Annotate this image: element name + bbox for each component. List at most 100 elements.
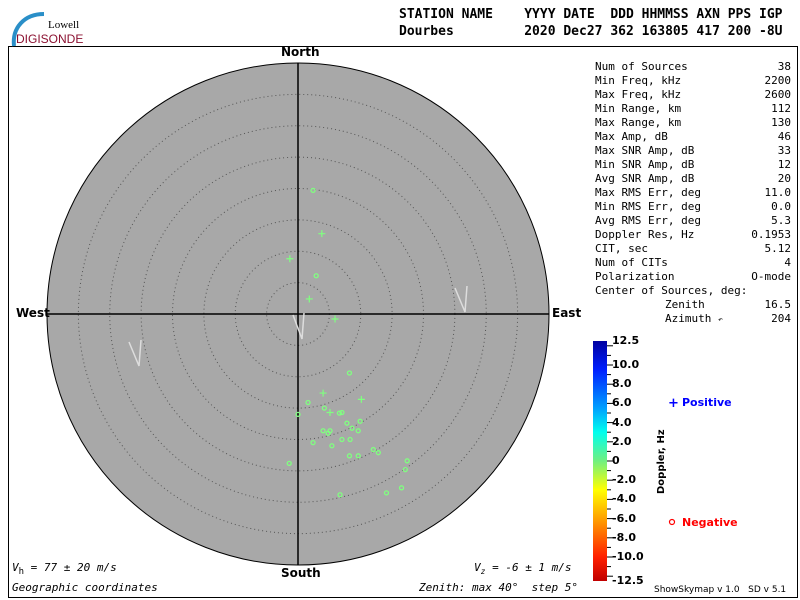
stat-row: Max Freq, kHz 2600	[595, 88, 791, 102]
stat-value: 4	[784, 256, 791, 269]
source-negative-doppler	[313, 273, 319, 279]
source-positive-doppler	[357, 395, 365, 403]
stat-label: Avg SNR Amp, dB	[595, 172, 695, 185]
colorbar-tick-label: 12.5	[612, 334, 640, 347]
colorbar-tick-label: 6.0	[612, 396, 632, 410]
azimuth-label: Azimuth	[665, 312, 712, 325]
source-positive-doppler	[326, 409, 334, 417]
stat-label: Num of Sources	[595, 60, 688, 73]
colorbar-tick-label: 8.0	[612, 377, 632, 391]
stat-row: Min RMS Err, deg 0.0	[595, 200, 791, 214]
positive-marker-icon: +	[668, 396, 679, 411]
negative-marker-icon	[668, 518, 676, 526]
zenith-value: 16.5	[764, 298, 792, 311]
colorbar-tick-label: -6.0	[612, 511, 637, 525]
colorbar-tick-label: -12.5	[612, 574, 644, 587]
stat-value: 2600	[764, 88, 792, 101]
stat-label: Min Freq, kHz	[595, 74, 682, 87]
stat-row: Max Amp, dB 46	[595, 130, 791, 144]
source-positive-doppler	[319, 389, 327, 397]
stat-label: Min Range, km	[595, 102, 682, 115]
colorbar-tick-label: -10.0	[612, 550, 644, 563]
stat-value: 11.0	[764, 186, 792, 199]
stat-row: Max RMS Err, deg 11.0	[595, 186, 791, 200]
source-negative-doppler	[357, 418, 363, 424]
stat-value: 33	[777, 144, 791, 157]
source-positive-doppler	[318, 230, 326, 238]
zenith-scale: Zenith: max 40° step 5°	[419, 581, 578, 594]
stat-row: Avg SNR Amp, dB 20	[595, 172, 791, 186]
source-negative-doppler	[402, 466, 408, 473]
colorbar-tick-label: 4.0	[612, 415, 632, 429]
stat-value: 0.0	[771, 200, 791, 213]
source-negative-doppler	[346, 453, 353, 459]
doppler-colorbar	[593, 341, 607, 581]
legend-positive: Positive	[682, 396, 732, 409]
velocity-vector-west	[128, 339, 142, 367]
stats-panel: Num of Sources 38 Min Freq, kHz 2200 Max Fre…	[595, 60, 791, 284]
azimuth-value: 204	[771, 312, 791, 325]
source-negative-doppler	[339, 409, 345, 416]
source-negative-doppler	[337, 492, 343, 498]
logo-text-digisonde: DIGISONDE	[16, 32, 84, 46]
label-south: South	[281, 566, 321, 580]
stat-row: Num of CITs 4	[595, 256, 791, 270]
stat-value: 130	[771, 116, 791, 129]
source-positive-doppler	[331, 315, 339, 323]
source-negative-doppler	[370, 446, 376, 453]
stat-label: Num of CITs	[595, 256, 668, 269]
stat-row: Doppler Res, Hz 0.1953	[595, 228, 791, 242]
source-negative-doppler	[286, 460, 292, 466]
stat-value: 46	[777, 130, 791, 143]
stat-label: Max Amp, dB	[595, 130, 668, 143]
source-positive-doppler	[286, 255, 294, 263]
stat-value: 5.12	[764, 242, 792, 255]
source-negative-doppler	[329, 443, 335, 449]
source-negative-doppler	[355, 453, 361, 459]
stat-value: 5.3	[771, 214, 791, 227]
logo-swoosh-icon	[11, 12, 45, 47]
source-negative-doppler	[346, 370, 353, 376]
colorbar-tick-label: 0	[612, 454, 620, 467]
vertical-velocity: Vz = -6 ± 1 m/s	[474, 561, 572, 577]
colorbar-tick-label: 10.0	[612, 358, 640, 371]
source-negative-doppler	[404, 458, 410, 464]
colorbar-title: Doppler, Hz	[656, 429, 667, 494]
stat-value: O-mode	[751, 270, 791, 283]
stat-row: Min SNR Amp, dB 12	[595, 158, 791, 172]
source-negative-doppler	[339, 436, 345, 443]
stat-label: Max SNR Amp, dB	[595, 144, 695, 157]
center-of-sources: Center of Sources, deg: Zenith 16.5 Azimu…	[595, 284, 791, 326]
source-negative-doppler	[398, 485, 405, 491]
logo-text-lowell: Lowell	[48, 19, 80, 31]
source-negative-doppler	[349, 425, 355, 431]
source-negative-doppler	[336, 410, 343, 416]
source-negative-doppler	[310, 187, 316, 194]
stat-label: Polarization	[595, 270, 675, 283]
source-negative-doppler	[383, 490, 390, 496]
colorbar-tick-label: -8.0	[612, 530, 637, 544]
stat-value: 20	[777, 172, 791, 185]
stat-value: 12	[777, 158, 791, 171]
zenith-label: Zenith	[665, 298, 705, 311]
colorbar-tick-label: 2.0	[612, 434, 632, 448]
stat-row: Min Range, km 112	[595, 102, 791, 116]
source-negative-doppler	[325, 430, 331, 436]
stat-value: 112	[771, 102, 791, 115]
center-title: Center of Sources, deg:	[595, 284, 748, 297]
label-east: East	[552, 306, 582, 320]
stat-label: Max RMS Err, deg	[595, 186, 701, 199]
legend-negative: Negative	[682, 516, 738, 529]
source-negative-doppler	[344, 420, 350, 426]
header-values: Dourbes 2020 Dec27 362 163805 417 200 -8…	[399, 24, 783, 39]
source-negative-doppler	[321, 405, 328, 411]
source-negative-doppler	[355, 428, 361, 434]
colorbar-tick-label: -4.0	[612, 492, 637, 506]
velocity-vector-east	[454, 285, 468, 313]
version-footer: ShowSkymap v 1.0 SD v 5.1	[654, 585, 787, 595]
digisonde-logo: Lowell DIGISONDE	[10, 10, 90, 48]
stat-row: Max SNR Amp, dB 33	[595, 144, 791, 158]
stat-row: CIT, sec 5.12	[595, 242, 791, 256]
stat-row: Min Freq, kHz 2200	[595, 74, 791, 88]
stat-label: Min RMS Err, deg	[595, 200, 701, 213]
